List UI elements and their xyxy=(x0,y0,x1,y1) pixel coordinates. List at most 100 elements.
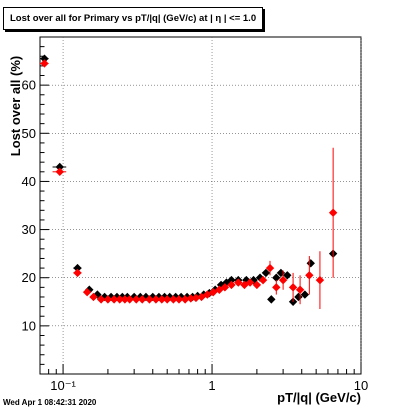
marker xyxy=(227,275,236,285)
y-tick-label: 30 xyxy=(22,222,36,237)
data-point xyxy=(52,167,67,176)
data-point xyxy=(203,290,212,299)
timestamp-footer: Wed Apr 1 08:42:31 2020 xyxy=(3,398,97,407)
marker xyxy=(120,295,130,304)
data-point xyxy=(252,280,262,290)
marker xyxy=(215,285,224,294)
data-point xyxy=(186,294,195,303)
data-point xyxy=(215,285,224,294)
data-point xyxy=(234,278,243,287)
data-point xyxy=(103,295,113,304)
marker xyxy=(82,287,92,297)
marker xyxy=(169,295,178,304)
data-point xyxy=(267,295,276,304)
marker xyxy=(73,268,82,278)
y-tick-label: 10 xyxy=(22,318,36,333)
data-point xyxy=(283,271,292,280)
x-axis-label: pT/|q| (GeV/c) xyxy=(277,390,361,405)
marker xyxy=(305,271,314,280)
marker xyxy=(125,295,134,304)
marker xyxy=(306,259,315,268)
marker xyxy=(209,287,218,297)
data-point xyxy=(272,280,281,295)
data-point xyxy=(191,293,201,303)
data-point xyxy=(125,295,134,304)
data-point xyxy=(132,295,141,304)
marker xyxy=(234,278,243,287)
data-point xyxy=(328,147,338,278)
data-point xyxy=(220,283,230,292)
marker xyxy=(109,295,119,304)
data-point xyxy=(73,263,82,273)
marker xyxy=(227,280,236,290)
x-tick-label: 10 xyxy=(354,378,368,393)
data-point xyxy=(109,295,119,304)
marker xyxy=(272,283,281,292)
marker xyxy=(157,295,167,304)
x-tick-label: 1 xyxy=(208,378,215,393)
data-point xyxy=(242,275,251,285)
y-tick-label: 20 xyxy=(22,270,36,285)
marker xyxy=(145,295,154,304)
plot-frame xyxy=(39,36,362,375)
marker xyxy=(186,294,195,303)
data-point xyxy=(306,259,315,268)
marker xyxy=(245,278,255,287)
marker xyxy=(115,295,124,304)
marker xyxy=(265,263,275,273)
data-point xyxy=(40,59,49,68)
marker xyxy=(162,295,172,304)
marker xyxy=(103,295,113,304)
marker xyxy=(328,208,338,217)
data-point xyxy=(151,295,161,304)
marker xyxy=(180,295,190,304)
data-points xyxy=(40,54,338,310)
marker xyxy=(73,263,82,273)
marker xyxy=(89,292,98,302)
marker xyxy=(261,268,271,278)
marker xyxy=(40,54,49,63)
data-point xyxy=(82,287,92,297)
data-point xyxy=(300,290,310,299)
data-point xyxy=(89,292,98,302)
y-tick-label: 60 xyxy=(22,78,36,93)
marker xyxy=(300,290,310,299)
marker xyxy=(174,295,184,304)
data-point xyxy=(180,295,190,304)
data-point xyxy=(265,260,275,276)
data-point xyxy=(209,287,218,297)
marker xyxy=(220,283,230,292)
marker xyxy=(151,295,161,304)
data-point xyxy=(245,278,255,287)
y-axis-label: Lost over all (%) xyxy=(8,56,23,156)
marker xyxy=(288,283,298,292)
y-tick-label: 50 xyxy=(22,126,36,141)
grid xyxy=(40,37,362,374)
data-point xyxy=(272,273,281,282)
data-point xyxy=(288,272,298,302)
data-point xyxy=(138,295,147,304)
data-point xyxy=(73,268,82,278)
data-point xyxy=(145,295,154,304)
marker xyxy=(203,290,212,299)
data-point xyxy=(120,295,130,304)
y-tick-label: 40 xyxy=(22,174,36,189)
data-point xyxy=(261,268,271,278)
data-point xyxy=(227,275,236,285)
chart-title: Lost over all for Primary vs pT/|q| (GeV… xyxy=(3,7,264,30)
data-point xyxy=(40,54,49,63)
data-point xyxy=(162,295,172,304)
data-point xyxy=(174,295,184,304)
data-point xyxy=(305,256,314,295)
data-point xyxy=(278,270,288,290)
marker xyxy=(295,285,305,294)
data-point xyxy=(52,162,67,172)
data-point xyxy=(295,275,305,305)
marker xyxy=(315,275,325,285)
data-point xyxy=(315,251,325,310)
data-point xyxy=(96,295,106,304)
marker xyxy=(242,275,251,285)
marker xyxy=(267,295,276,304)
marker xyxy=(258,275,268,285)
data-point xyxy=(227,280,236,290)
